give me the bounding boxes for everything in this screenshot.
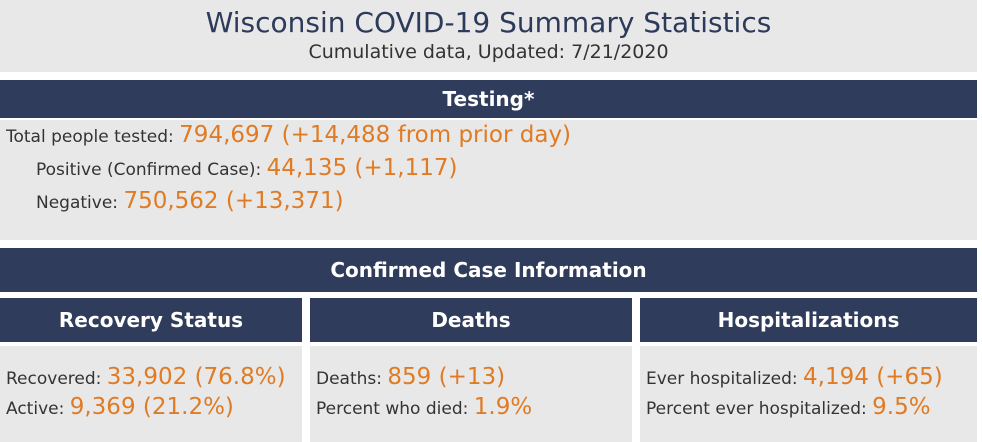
stat-value: 9.5%: [872, 394, 931, 420]
section-header: Confirmed Case Information: [0, 248, 977, 292]
subtitle: Cumulative data, Updated: 7/21/2020: [308, 41, 669, 63]
stat-label: Ever hospitalized:: [646, 369, 798, 389]
section-header: Testing*: [0, 80, 977, 118]
stat-label: Total people tested:: [6, 127, 174, 147]
stat-row: Active: 9,369 (21.2%): [6, 394, 234, 420]
title: Wisconsin COVID-19 Summary Statistics: [205, 6, 772, 39]
stat-value: 794,697 (+14,488 from prior day): [179, 122, 572, 148]
stat-label: Negative:: [36, 193, 119, 213]
stat-value: 859 (+13): [387, 364, 506, 390]
panel-header: Hospitalizations: [640, 298, 977, 342]
panel-box: [310, 346, 632, 442]
stat-row: Percent ever hospitalized: 9.5%: [646, 394, 931, 420]
testing-box: [0, 120, 977, 240]
panel-header: Deaths: [310, 298, 632, 342]
stat-row: Deaths: 859 (+13): [316, 364, 505, 390]
stat-row: Percent who died: 1.9%: [316, 394, 532, 420]
stat-value: 9,369 (21.2%): [69, 394, 234, 420]
stat-value: 1.9%: [473, 394, 533, 420]
stat-value: 750,562 (+13,371): [123, 188, 344, 214]
stat-value: 44,135 (+1,117): [266, 155, 458, 181]
stat-label: Percent who died:: [316, 399, 469, 419]
stat-row: Total people tested: 794,697 (+14,488 fr…: [6, 122, 571, 148]
stat-value: 33,902 (76.8%): [106, 364, 286, 390]
stat-label: Deaths:: [316, 369, 382, 389]
stat-row: Positive (Confirmed Case): 44,135 (+1,11…: [36, 155, 457, 181]
stat-row: Recovered: 33,902 (76.8%): [6, 364, 286, 390]
header: Wisconsin COVID-19 Summary Statistics Cu…: [0, 0, 977, 72]
stat-row: Negative: 750,562 (+13,371): [36, 188, 344, 214]
stat-row: Ever hospitalized: 4,194 (+65): [646, 364, 943, 390]
stat-value: 4,194 (+65): [803, 364, 943, 390]
stat-label: Active:: [6, 399, 65, 419]
panel-box: [640, 346, 977, 442]
panel-header: Recovery Status: [0, 298, 302, 342]
panel-box: [0, 346, 302, 442]
stat-label: Percent ever hospitalized:: [646, 399, 867, 419]
stat-label: Positive (Confirmed Case):: [36, 160, 262, 180]
stat-label: Recovered:: [6, 369, 102, 389]
